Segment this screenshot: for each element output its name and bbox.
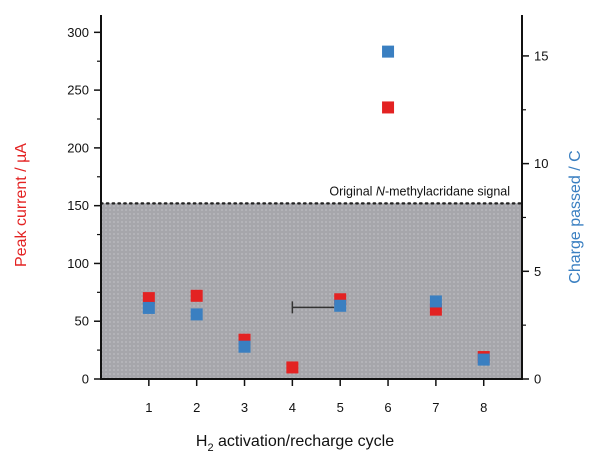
charge-point xyxy=(430,295,442,307)
y2-tick-label: 15 xyxy=(534,48,548,63)
y-tick-label: 100 xyxy=(67,256,89,271)
peak-current-point xyxy=(286,361,298,373)
x-tick-label: 2 xyxy=(193,400,200,415)
x-tick-label: 4 xyxy=(289,400,296,415)
x-tick-label: 1 xyxy=(145,400,152,415)
x-tick-label: 7 xyxy=(432,400,439,415)
x-axis-title: H2 activation/recharge cycle xyxy=(196,433,394,454)
x-tick-label: 3 xyxy=(241,400,248,415)
y2-axis-title: Charge passed / C xyxy=(567,150,584,283)
y-tick-label: 250 xyxy=(67,83,89,98)
peak-current-point xyxy=(382,101,394,113)
y-tick-label: 150 xyxy=(67,198,89,213)
y-axis-title: Peak current / µA xyxy=(13,143,30,267)
y2-tick-label: 0 xyxy=(534,372,541,387)
y-tick-label: 200 xyxy=(67,140,89,155)
x-tick-label: 8 xyxy=(480,400,487,415)
y-tick-label: 50 xyxy=(75,314,89,329)
x-tick-label: 6 xyxy=(384,400,391,415)
y-tick-label: 0 xyxy=(82,372,89,387)
original-signal-label: Original N-methylacridane signal xyxy=(329,184,510,198)
charge-point xyxy=(143,302,155,314)
x-tick-label: 5 xyxy=(337,400,344,415)
y2-tick-label: 10 xyxy=(534,156,548,171)
charge-point xyxy=(191,308,203,320)
charge-point xyxy=(334,300,346,312)
original-signal-region xyxy=(101,203,522,379)
peak-current-point xyxy=(191,290,203,302)
charge-point xyxy=(382,46,394,58)
y-tick-label: 300 xyxy=(67,25,89,40)
charge-point xyxy=(239,341,251,353)
charge-point xyxy=(478,354,490,366)
y2-tick-label: 5 xyxy=(534,264,541,279)
